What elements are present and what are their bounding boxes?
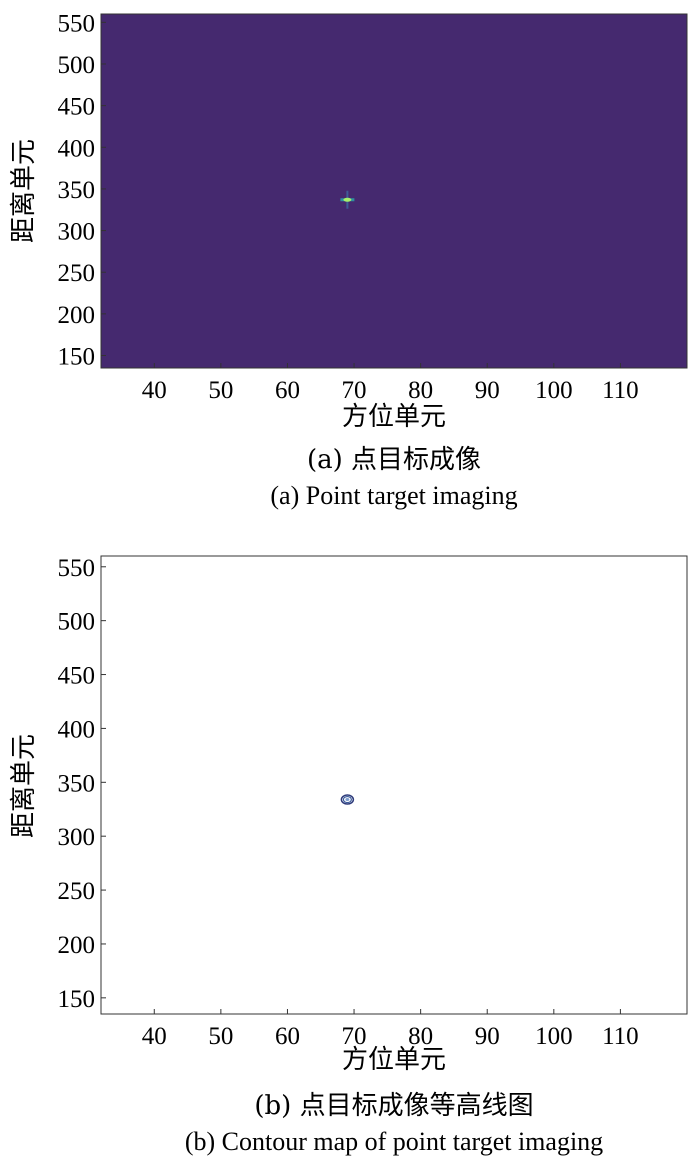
panel-b-contour: 40 50 60 70 80 90 100 110 150 200 250 300 350 400 450… [9, 555, 688, 1156]
y-tick-label: 150 [58, 344, 96, 371]
contour-ring-outer [340, 794, 355, 805]
y-tick-label: 450 [58, 663, 96, 690]
x-tick-label: 40 [142, 377, 167, 404]
x-tick-label: 50 [208, 1023, 233, 1050]
y-tick-label: 550 [58, 10, 96, 37]
heatmap-background [101, 14, 687, 368]
plot-area [101, 556, 687, 1014]
y-tick-label: 350 [58, 770, 96, 797]
caption-b-cn: (b) 点目标成像等高线图 [254, 1091, 533, 1121]
y-tick-label: 500 [58, 52, 96, 79]
contour-ring-inner [345, 798, 350, 802]
y-tick-label: 500 [58, 609, 96, 636]
y-tick-label: 400 [58, 135, 96, 162]
x-axis-label: 方位单元 [342, 1045, 446, 1075]
caption-a-cn: (a) 点目标成像 [307, 445, 481, 475]
y-tick-label: 250 [58, 878, 96, 905]
y-tick-label: 250 [58, 260, 96, 287]
x-tick-label: 60 [275, 1023, 300, 1050]
x-tick-label: 40 [142, 1023, 167, 1050]
x-tick-label: 100 [535, 377, 573, 404]
panel-a-heatmap: 40 50 60 70 80 90 100 110 150 200 250 300 350 400 450… [9, 10, 688, 510]
plot-frame [100, 555, 688, 1015]
x-axis-label: 方位单元 [342, 402, 446, 432]
x-tick-label: 100 [535, 1023, 573, 1050]
caption-b-en: (b) Contour map of point target imaging [185, 1127, 603, 1156]
y-tick-label: 150 [58, 986, 96, 1013]
caption-a-en: (a) Point target imaging [270, 481, 517, 510]
x-tick-label: 80 [408, 1023, 433, 1050]
x-tick-label: 110 [602, 377, 639, 404]
x-tick-label: 70 [342, 1023, 367, 1050]
y-tick-label: 300 [58, 824, 96, 851]
y-tick-label: 200 [58, 932, 96, 959]
y-tick-label: 550 [58, 555, 96, 582]
y-axis-label: 距离单元 [9, 734, 39, 838]
contour-ring-middle [342, 795, 352, 804]
x-tick-label: 70 [342, 377, 367, 404]
x-tick-label: 110 [602, 1023, 639, 1050]
y-axis-label: 距离单元 [9, 139, 39, 243]
y-tick-label: 350 [58, 177, 96, 204]
y-tick-label: 400 [58, 716, 96, 743]
plot-frame [100, 13, 688, 369]
peak-target-point [343, 197, 352, 202]
x-tick-label: 80 [408, 377, 433, 404]
y-tick-label: 450 [58, 94, 96, 121]
x-tick-label: 60 [275, 377, 300, 404]
y-tick-label: 200 [58, 302, 96, 329]
y-tick-label: 300 [58, 219, 96, 246]
x-tick-label: 90 [475, 377, 500, 404]
x-tick-label: 90 [475, 1023, 500, 1050]
x-tick-label: 50 [208, 377, 233, 404]
